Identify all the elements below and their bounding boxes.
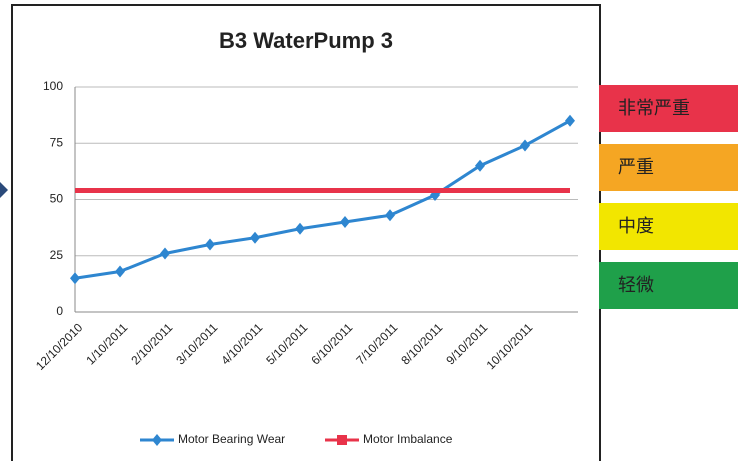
chart-title: B3 WaterPump 3: [219, 28, 393, 53]
marker: [70, 272, 80, 285]
marker: [205, 238, 215, 251]
marker: [340, 216, 350, 228]
y-tick-label: 50: [50, 192, 64, 206]
y-tick-label: 25: [50, 248, 64, 262]
severity-label: 严重: [618, 157, 654, 178]
severity-box: [599, 85, 738, 132]
y-tick-label: 100: [43, 79, 63, 93]
marker: [295, 222, 305, 235]
legend-label: Motor Bearing Wear: [178, 432, 285, 446]
severity-box: [599, 203, 738, 250]
marker: [565, 114, 575, 127]
marker: [475, 159, 485, 172]
legend-marker: [337, 435, 347, 445]
marker: [250, 231, 260, 244]
marker: [385, 209, 395, 222]
severity-box: [599, 144, 738, 191]
legend-label: Motor Imbalance: [363, 432, 453, 446]
series-line: [74, 119, 571, 280]
chart-frame: [11, 4, 601, 461]
y-tick-label: 0: [56, 304, 63, 318]
arrow-icon: [0, 182, 8, 198]
marker: [520, 139, 530, 152]
severity-box: [599, 262, 738, 309]
severity-label: 轻微: [618, 275, 654, 296]
marker: [115, 265, 125, 278]
severity-label: 中度: [618, 216, 654, 237]
marker: [160, 247, 170, 260]
legend-marker: [152, 434, 162, 446]
y-tick-label: 75: [50, 135, 64, 149]
severity-label: 非常严重: [618, 98, 690, 119]
